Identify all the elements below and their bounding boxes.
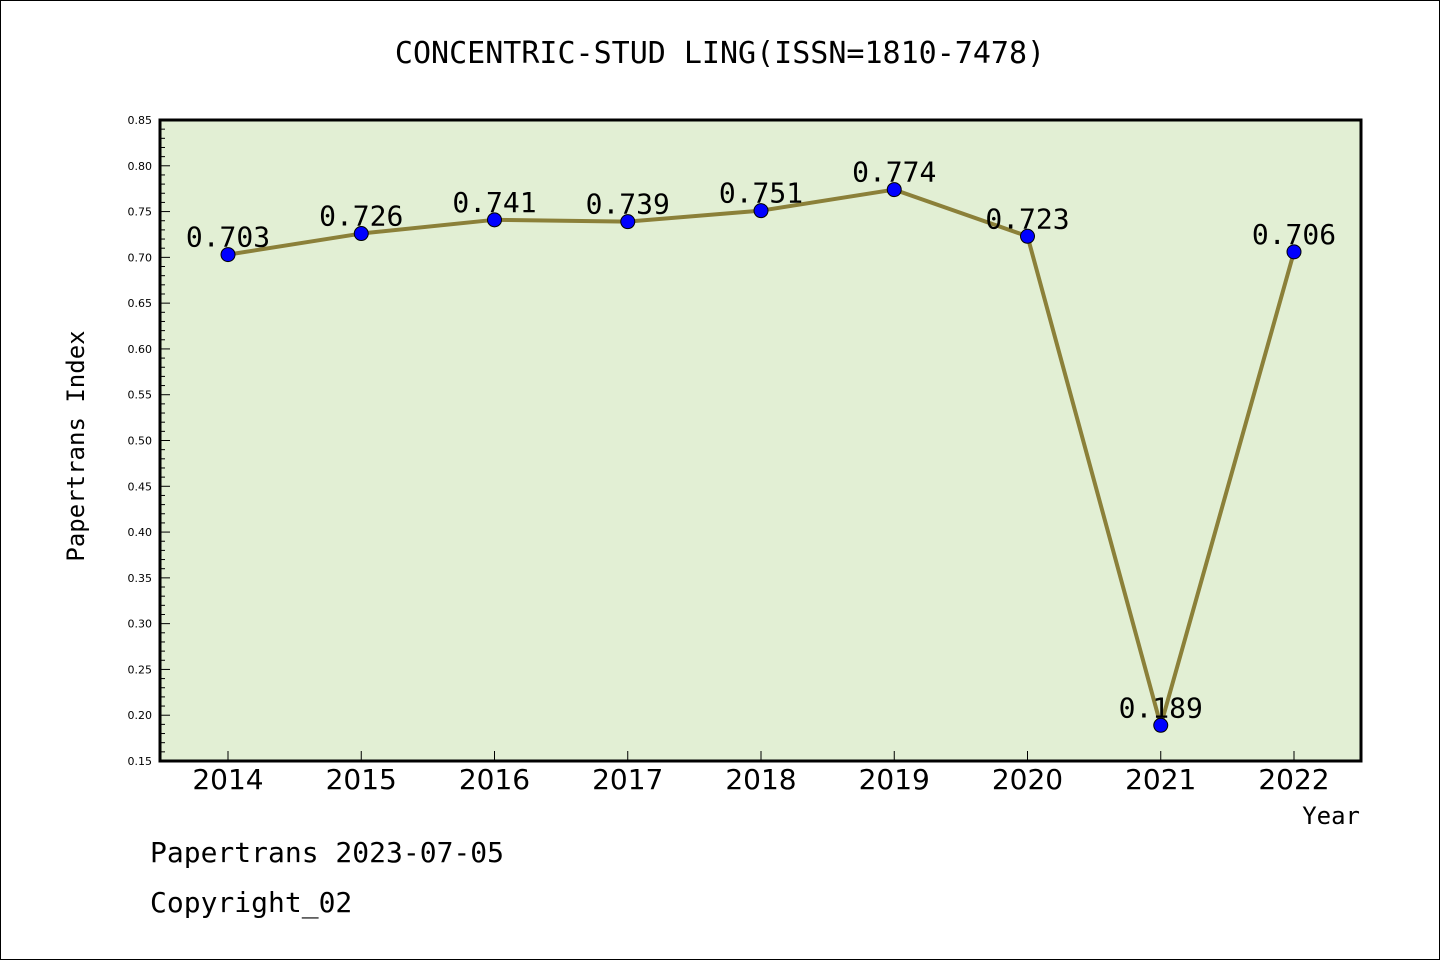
data-point [1286,244,1302,260]
data-point [220,247,236,263]
data-point [1153,717,1169,733]
y-tick-label: 0.75 [128,206,153,219]
x-tick-label: 2021 [1125,763,1196,796]
y-tick-label: 0.85 [128,114,153,127]
data-label: 0.741 [452,186,536,219]
y-tick-label: 0.35 [128,572,153,585]
data-point [886,182,902,198]
data-point [487,212,502,228]
chart-title: CONCENTRIC-STUD LING(ISSN=1810-7478) [394,36,1046,71]
data-label: 0.751 [719,177,803,210]
x-tick-label: 2014 [192,763,263,796]
data-point [353,226,369,242]
x-tick-label: 2017 [592,763,663,796]
y-tick-label: 0.15 [128,755,153,768]
x-tick-label: 2018 [725,763,796,796]
y-tick-label: 0.45 [128,480,153,493]
x-axis-label: Year [1302,802,1360,830]
x-tick-label: 2016 [459,763,530,796]
data-label: 0.723 [985,202,1069,235]
y-tick-label: 0.60 [128,343,153,356]
data-point [753,203,769,219]
data-point [620,214,636,230]
x-tick-label: 2020 [992,763,1063,796]
data-label: 0.739 [586,188,670,221]
x-tick-label: 2015 [326,763,397,796]
footer-date: Papertrans 2023-07-05 [150,836,505,869]
data-label: 0.189 [1119,691,1203,724]
y-tick-label: 0.70 [128,251,153,264]
x-tick-label: 2022 [1258,763,1329,796]
y-tick-label: 0.30 [128,618,153,631]
y-tick-label: 0.55 [128,389,153,402]
y-tick-label: 0.50 [128,435,153,448]
data-point [1020,228,1035,244]
data-label: 0.706 [1252,218,1336,251]
y-tick-label: 0.25 [128,663,153,676]
y-tick-label: 0.80 [128,160,153,173]
x-tick-label: 2019 [859,763,930,796]
y-tick-label: 0.20 [128,709,153,722]
y-tick-label: 0.40 [128,526,153,539]
data-label: 0.774 [852,156,936,189]
data-label: 0.726 [319,200,403,233]
footer-copyright: Copyright_02 [150,886,353,919]
data-label: 0.703 [186,221,270,254]
plot-border [158,118,1363,763]
y-tick-label: 0.65 [128,297,153,310]
